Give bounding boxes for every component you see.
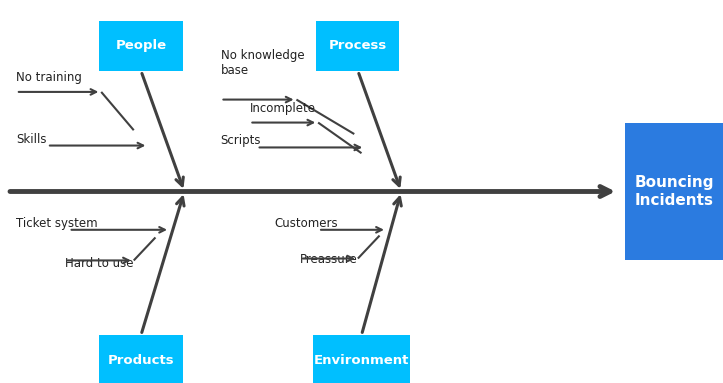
Text: No knowledge
base: No knowledge base (221, 49, 304, 77)
Text: Incomplete: Incomplete (249, 102, 315, 115)
Text: Scripts: Scripts (221, 134, 261, 147)
Text: Environment: Environment (314, 354, 409, 367)
Text: Hard to use: Hard to use (65, 257, 134, 270)
Text: Products: Products (108, 354, 174, 367)
FancyBboxPatch shape (317, 21, 399, 71)
FancyBboxPatch shape (625, 123, 723, 260)
FancyBboxPatch shape (100, 335, 182, 383)
Text: Ticket system: Ticket system (16, 217, 98, 230)
Text: No training: No training (16, 71, 82, 84)
Text: Customers: Customers (275, 217, 338, 230)
Text: Skills: Skills (16, 133, 46, 146)
Text: People: People (116, 39, 166, 52)
FancyBboxPatch shape (100, 21, 182, 71)
Text: Process: Process (329, 39, 387, 52)
Text: Bouncing
Incidents: Bouncing Incidents (635, 175, 714, 208)
FancyBboxPatch shape (312, 335, 411, 383)
Text: Preassure: Preassure (300, 253, 358, 266)
